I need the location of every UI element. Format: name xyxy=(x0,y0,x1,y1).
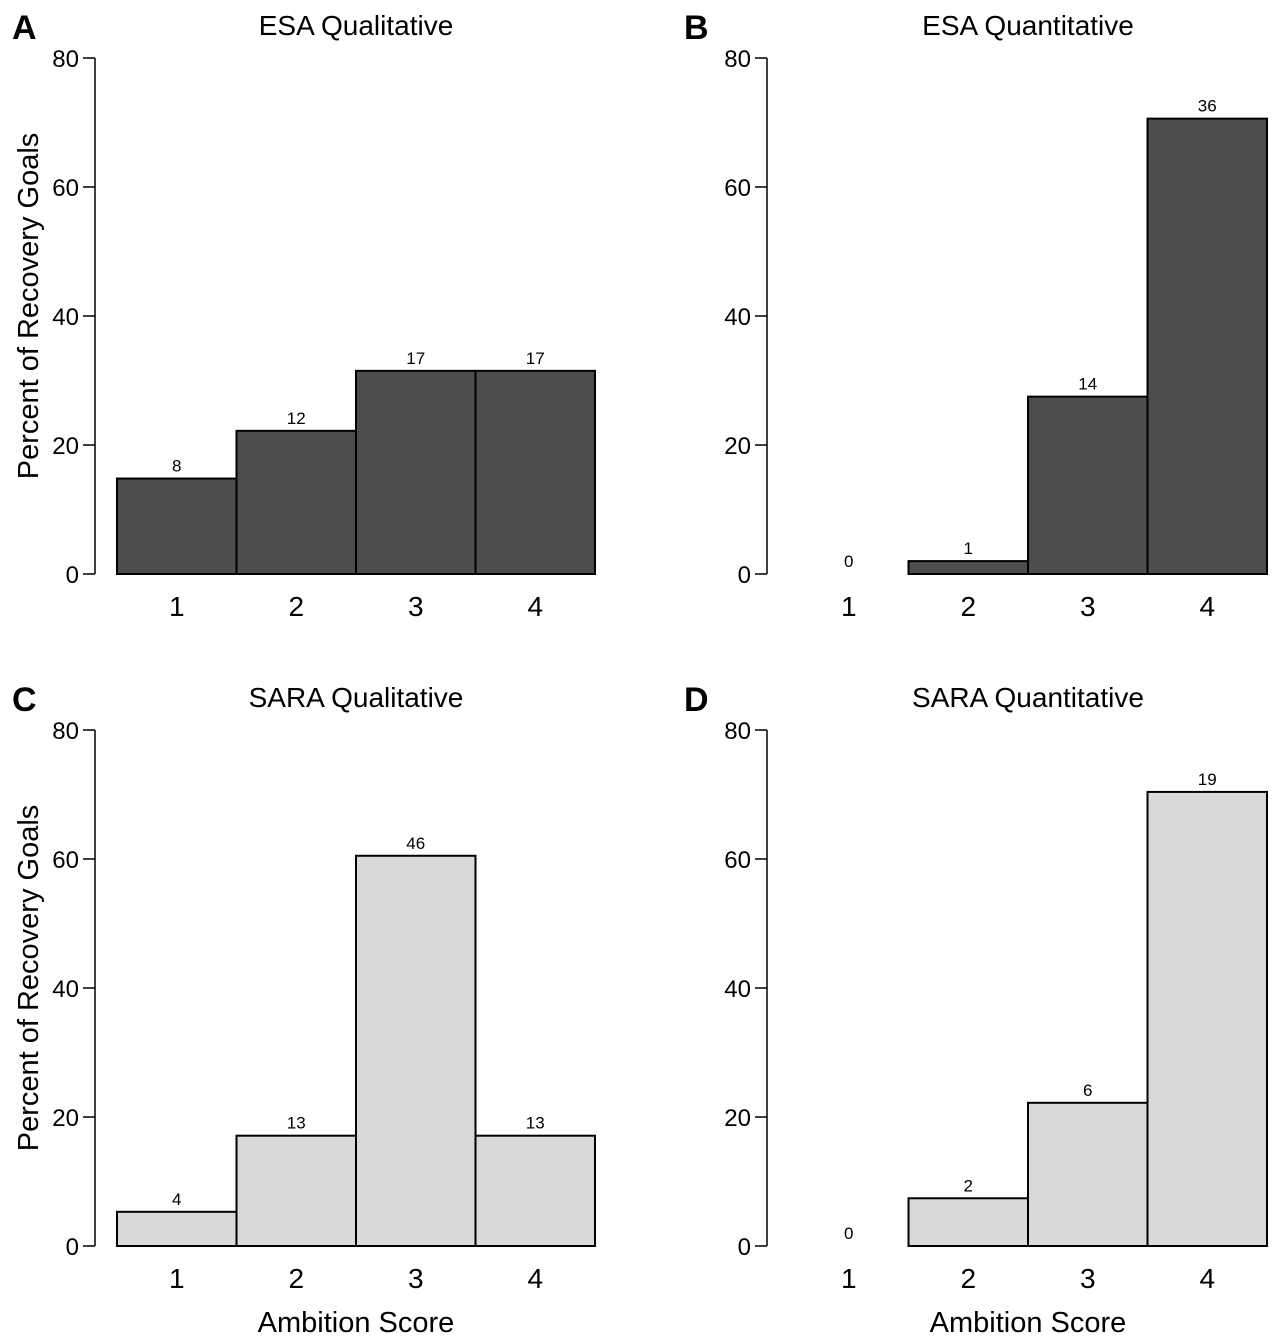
x-tick-label: 1 xyxy=(841,591,857,622)
x-tick-label: 4 xyxy=(1199,1263,1215,1294)
bar xyxy=(116,1210,238,1247)
x-tick-label: 2 xyxy=(960,591,976,622)
bar xyxy=(1027,1101,1149,1248)
x-tick-label: 3 xyxy=(408,1263,424,1294)
bar-count-label: 6 xyxy=(1083,1081,1092,1100)
y-axis-label: Percent of Recovery Goals xyxy=(13,133,45,480)
panel-title: SARA Quantitative xyxy=(912,682,1144,713)
x-tick-label: 4 xyxy=(527,1263,543,1294)
bar xyxy=(355,854,477,1248)
y-tick-label: 60 xyxy=(52,175,79,202)
bar-count-label: 0 xyxy=(844,1224,853,1243)
y-tick-label: 0 xyxy=(738,1234,751,1261)
y-tick-label: 20 xyxy=(52,433,79,460)
panel-title: SARA Qualitative xyxy=(249,682,464,713)
bar-count-label: 1 xyxy=(964,539,973,558)
bar xyxy=(235,429,357,575)
bar xyxy=(1027,395,1149,575)
panel-letter: C xyxy=(12,681,37,719)
bar-count-label: 8 xyxy=(172,457,181,476)
x-axis-label: Ambition Score xyxy=(258,1307,455,1337)
y-tick-label: 80 xyxy=(52,718,79,745)
chart-panel-c: C SARA Qualitative 0 20 40 60 80 Percent of Rec… xyxy=(12,681,596,1337)
x-tick-label: 3 xyxy=(1080,1263,1096,1294)
y-tick-label: 0 xyxy=(66,562,79,589)
bar xyxy=(474,369,596,576)
y-tick-label: 40 xyxy=(52,976,79,1003)
bar xyxy=(474,1134,596,1247)
bar xyxy=(1146,790,1268,1247)
x-tick-label: 2 xyxy=(288,591,304,622)
x-tick-label: 4 xyxy=(1199,591,1215,622)
bar-count-label: 19 xyxy=(1198,770,1217,789)
y-tick-label: 60 xyxy=(724,847,751,874)
y-tick-label: 20 xyxy=(724,433,751,460)
bar-count-label: 17 xyxy=(526,349,545,368)
y-tick-label: 80 xyxy=(724,46,751,73)
bar-count-label: 2 xyxy=(964,1176,973,1195)
bar-count-label: 46 xyxy=(406,834,425,853)
bar xyxy=(1146,117,1268,575)
y-tick-label: 20 xyxy=(52,1105,79,1132)
bar-count-label: 17 xyxy=(406,349,425,368)
panel-letter: A xyxy=(12,9,37,47)
bar xyxy=(907,1197,1029,1248)
panel-title: ESA Quantitative xyxy=(922,10,1134,41)
bar-count-label: 12 xyxy=(287,409,306,428)
bar-count-label: 4 xyxy=(172,1190,181,1209)
x-tick-label: 1 xyxy=(841,1263,857,1294)
y-tick-label: 0 xyxy=(66,1234,79,1261)
y-axis-label: Percent of Recovery Goals xyxy=(13,805,45,1152)
x-tick-label: 1 xyxy=(169,591,185,622)
bar xyxy=(116,477,238,576)
x-tick-label: 2 xyxy=(288,1263,304,1294)
panel-letter: D xyxy=(684,681,709,719)
y-tick-label: 80 xyxy=(52,46,79,73)
x-tick-label: 3 xyxy=(1080,591,1096,622)
bar-count-label: 0 xyxy=(844,552,853,571)
y-tick-label: 80 xyxy=(724,718,751,745)
x-tick-label: 1 xyxy=(169,1263,185,1294)
y-tick-label: 40 xyxy=(724,304,751,331)
y-tick-label: 40 xyxy=(52,304,79,331)
y-tick-label: 60 xyxy=(52,847,79,874)
x-tick-label: 2 xyxy=(960,1263,976,1294)
bar-count-label: 36 xyxy=(1198,97,1217,116)
bar xyxy=(355,369,477,576)
bar-count-label: 14 xyxy=(1078,375,1097,394)
chart-panel-b: B ESA Quantitative 0 20 40 60 80 0 1 1 2 14 3 36 4 xyxy=(684,9,1268,622)
x-tick-label: 3 xyxy=(408,591,424,622)
chart-panel-d: D SARA Quantitative 0 20 40 60 80 0 1 2 2 6 3 19 4 Ambi… xyxy=(684,681,1268,1337)
chart-panel-a: A ESA Qualitative 0 20 40 60 80 Percent of Reco… xyxy=(12,9,596,622)
x-tick-label: 4 xyxy=(527,591,543,622)
y-tick-label: 0 xyxy=(738,562,751,589)
panel-letter: B xyxy=(684,9,709,47)
bar xyxy=(907,560,1029,575)
x-axis-label: Ambition Score xyxy=(930,1307,1127,1337)
y-tick-label: 40 xyxy=(724,976,751,1003)
y-tick-label: 20 xyxy=(724,1105,751,1132)
bar-count-label: 13 xyxy=(526,1114,545,1133)
bar xyxy=(235,1134,357,1247)
y-tick-label: 60 xyxy=(724,175,751,202)
panel-title: ESA Qualitative xyxy=(259,10,454,41)
bar-count-label: 13 xyxy=(287,1114,306,1133)
